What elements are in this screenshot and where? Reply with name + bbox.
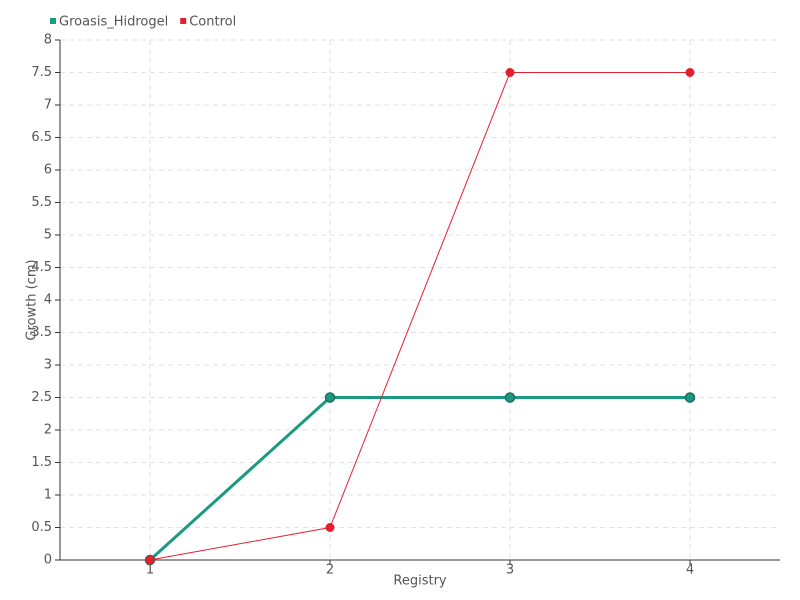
legend-label: Control <box>189 15 236 30</box>
y-tick-label: 5 <box>44 228 52 243</box>
y-tick-label: 7 <box>44 98 52 113</box>
y-tick-label: 3 <box>44 358 52 373</box>
series-line <box>148 396 690 562</box>
legend-swatch <box>180 18 187 24</box>
x-tick-label: 4 <box>686 563 694 578</box>
y-tick-label: 4.5 <box>31 260 52 275</box>
x-tick-label: 3 <box>506 563 514 578</box>
legend-swatch <box>50 18 56 24</box>
point <box>504 392 516 403</box>
x-tick-label: 2 <box>326 563 334 578</box>
point <box>684 392 696 403</box>
y-tick-label: 8 <box>44 33 52 48</box>
y-tick-label: 1 <box>44 488 52 503</box>
x-axis-label: Registry <box>393 574 447 589</box>
legend-label: Groasis_Hidrogel <box>59 15 168 30</box>
y-tick-label: 7.5 <box>31 65 52 80</box>
y-tick-label: 0 <box>44 553 52 568</box>
x-tick-label: 1 <box>146 563 154 578</box>
point <box>145 555 155 565</box>
y-tick-label: 2 <box>44 423 52 438</box>
y-tick-label: 6 <box>44 163 52 178</box>
y-tick-label: 1.5 <box>31 455 52 470</box>
y-tick-label: 2.5 <box>31 390 52 405</box>
y-tick-label: 6.5 <box>31 130 52 145</box>
y-tick-label: 0.5 <box>31 520 52 535</box>
y-tick-label: 3.5 <box>31 325 52 340</box>
y-tick-label: 4 <box>44 293 52 308</box>
point <box>505 68 515 77</box>
point <box>685 68 695 77</box>
y-tick-label: 5.5 <box>31 195 52 210</box>
y-axis-label: Growth (cm) <box>25 259 40 340</box>
point <box>324 392 336 403</box>
point <box>325 523 335 532</box>
series-line <box>149 72 690 561</box>
